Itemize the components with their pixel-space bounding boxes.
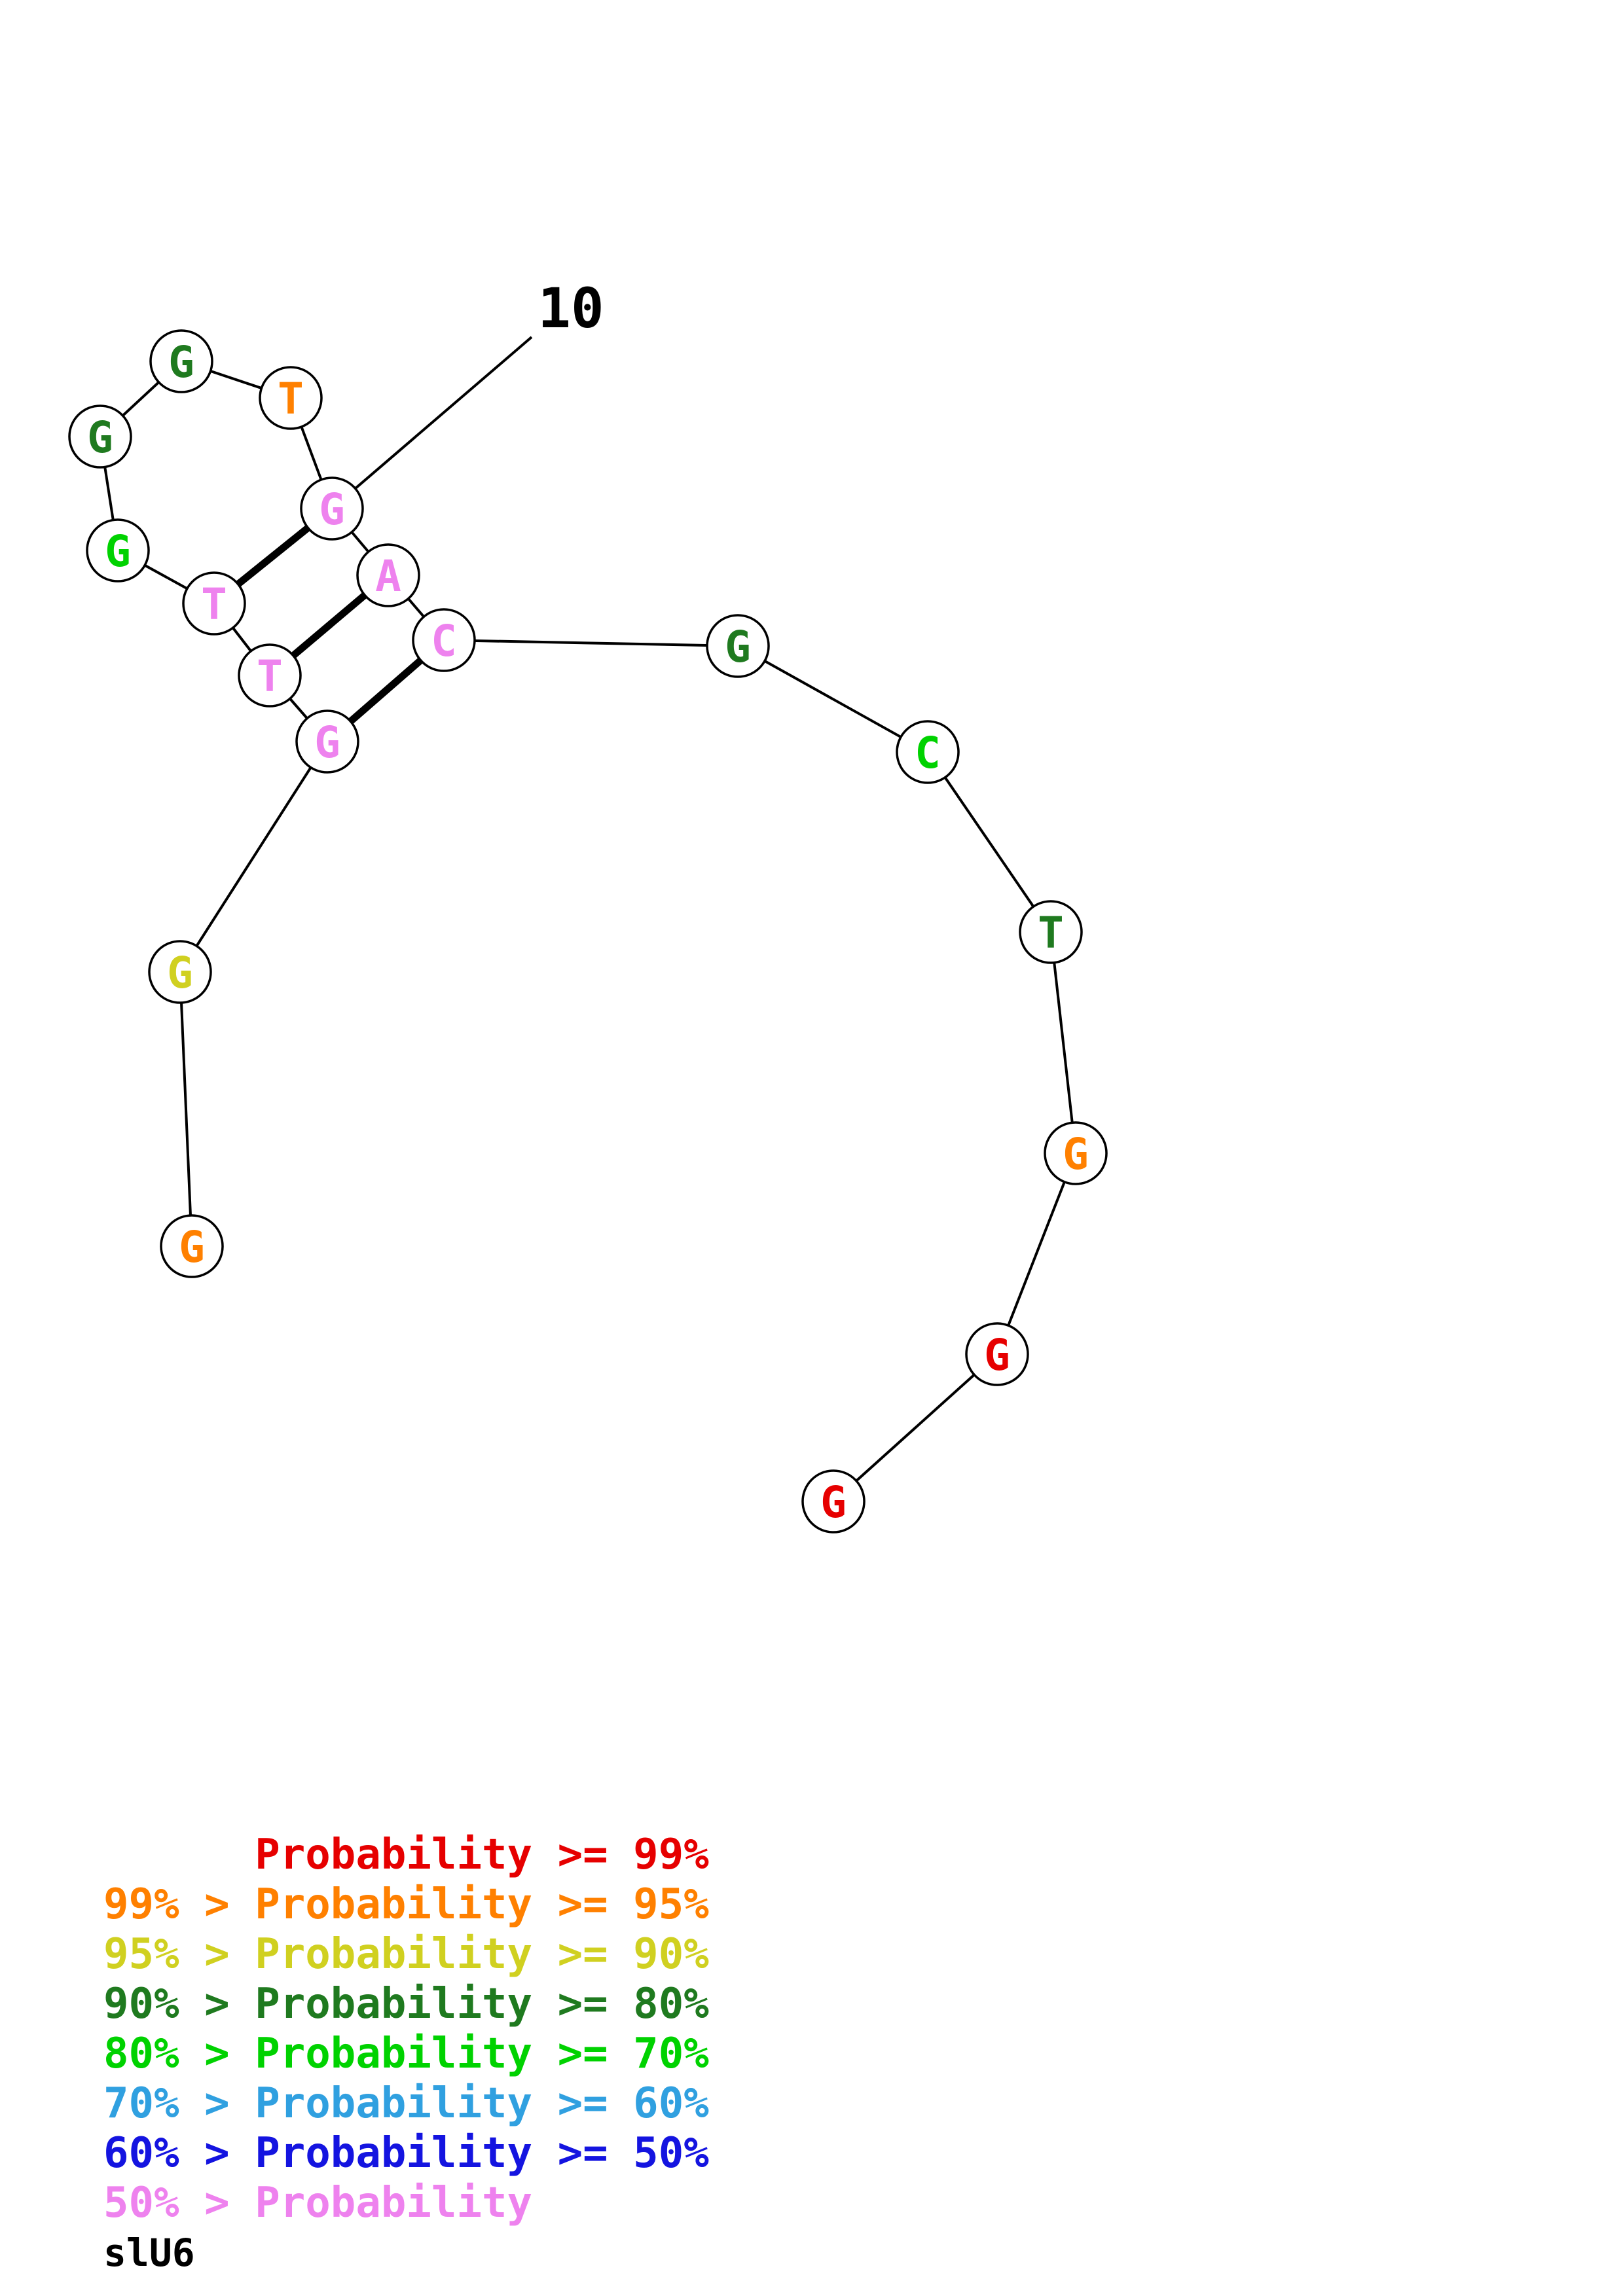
nucleotide-circle	[160, 1214, 224, 1278]
nucleotide-circle	[259, 366, 323, 430]
legend-row: Probability >= 99%	[103, 1831, 709, 1879]
nucleotide-circle	[300, 476, 364, 541]
nucleotide-base: G	[168, 337, 194, 387]
backbone-bond	[179, 740, 329, 973]
nucleotide-circle	[706, 614, 770, 678]
annotation-pointer-line	[331, 336, 533, 510]
nucleotide-base: T	[278, 374, 304, 424]
nucleotide-circle	[801, 1469, 866, 1534]
nucleotide-circle	[68, 404, 132, 469]
nucleotide-base: A	[375, 551, 401, 601]
nucleotide-base: G	[179, 1222, 205, 1272]
nucleotide-base: C	[915, 728, 941, 778]
nucleotide-base: T	[257, 651, 283, 702]
nucleotide-base: G	[314, 717, 340, 768]
position-annotation: 10	[538, 276, 604, 340]
nucleotide-base: G	[1063, 1129, 1089, 1179]
backbone-bond	[443, 639, 739, 647]
legend-row: 90% > Probability >= 80%	[103, 1980, 709, 2028]
legend-row: 99% > Probability >= 95%	[103, 1880, 709, 1929]
nucleotide-circle	[965, 1322, 1029, 1386]
nucleotide-circle	[896, 720, 960, 784]
legend-row: 60% > Probability >= 50%	[103, 2129, 709, 2178]
probability-legend: Probability >= 99% 99% > Probability >= 9…	[103, 1830, 709, 2228]
nucleotide-circle	[295, 709, 359, 774]
nucleotide-circle	[182, 571, 246, 636]
nucleotide-circle	[149, 329, 213, 393]
nucleotide-base: G	[105, 526, 131, 577]
legend-row: 70% > Probability >= 60%	[103, 2079, 709, 2128]
nucleotide-base: G	[725, 622, 751, 672]
nucleotide-base: T	[201, 579, 227, 630]
nucleotide-base: C	[431, 616, 457, 666]
nucleotide-circle	[356, 543, 420, 607]
legend-row: 50% > Probability	[103, 2179, 533, 2227]
nucleotide-base: G	[87, 412, 113, 463]
nucleotide-circle	[148, 940, 212, 1004]
nucleotide-circle	[86, 518, 150, 583]
nucleotide-base: G	[167, 948, 193, 998]
nucleotide-circle	[1019, 900, 1083, 964]
backbone-bond	[996, 1153, 1077, 1355]
backbone-bond	[832, 1353, 998, 1503]
legend-row: 80% > Probability >= 70%	[103, 2030, 709, 2078]
nucleotide-base: G	[820, 1477, 847, 1528]
backbone-bond	[926, 751, 1052, 933]
nucleotide-circle	[412, 608, 476, 672]
legend-row: 95% > Probability >= 90%	[103, 1930, 709, 1979]
nucleotide-base: G	[319, 484, 345, 535]
backbone-bond	[737, 645, 928, 753]
backbone-bond	[179, 971, 193, 1247]
nucleotide-circle	[1044, 1121, 1108, 1185]
plot-title: slU6	[103, 2231, 195, 2275]
nucleotide-circle	[238, 643, 302, 708]
nucleotide-base: G	[984, 1330, 1010, 1380]
nucleotide-base: T	[1038, 908, 1064, 958]
backbone-bond	[1049, 931, 1077, 1154]
